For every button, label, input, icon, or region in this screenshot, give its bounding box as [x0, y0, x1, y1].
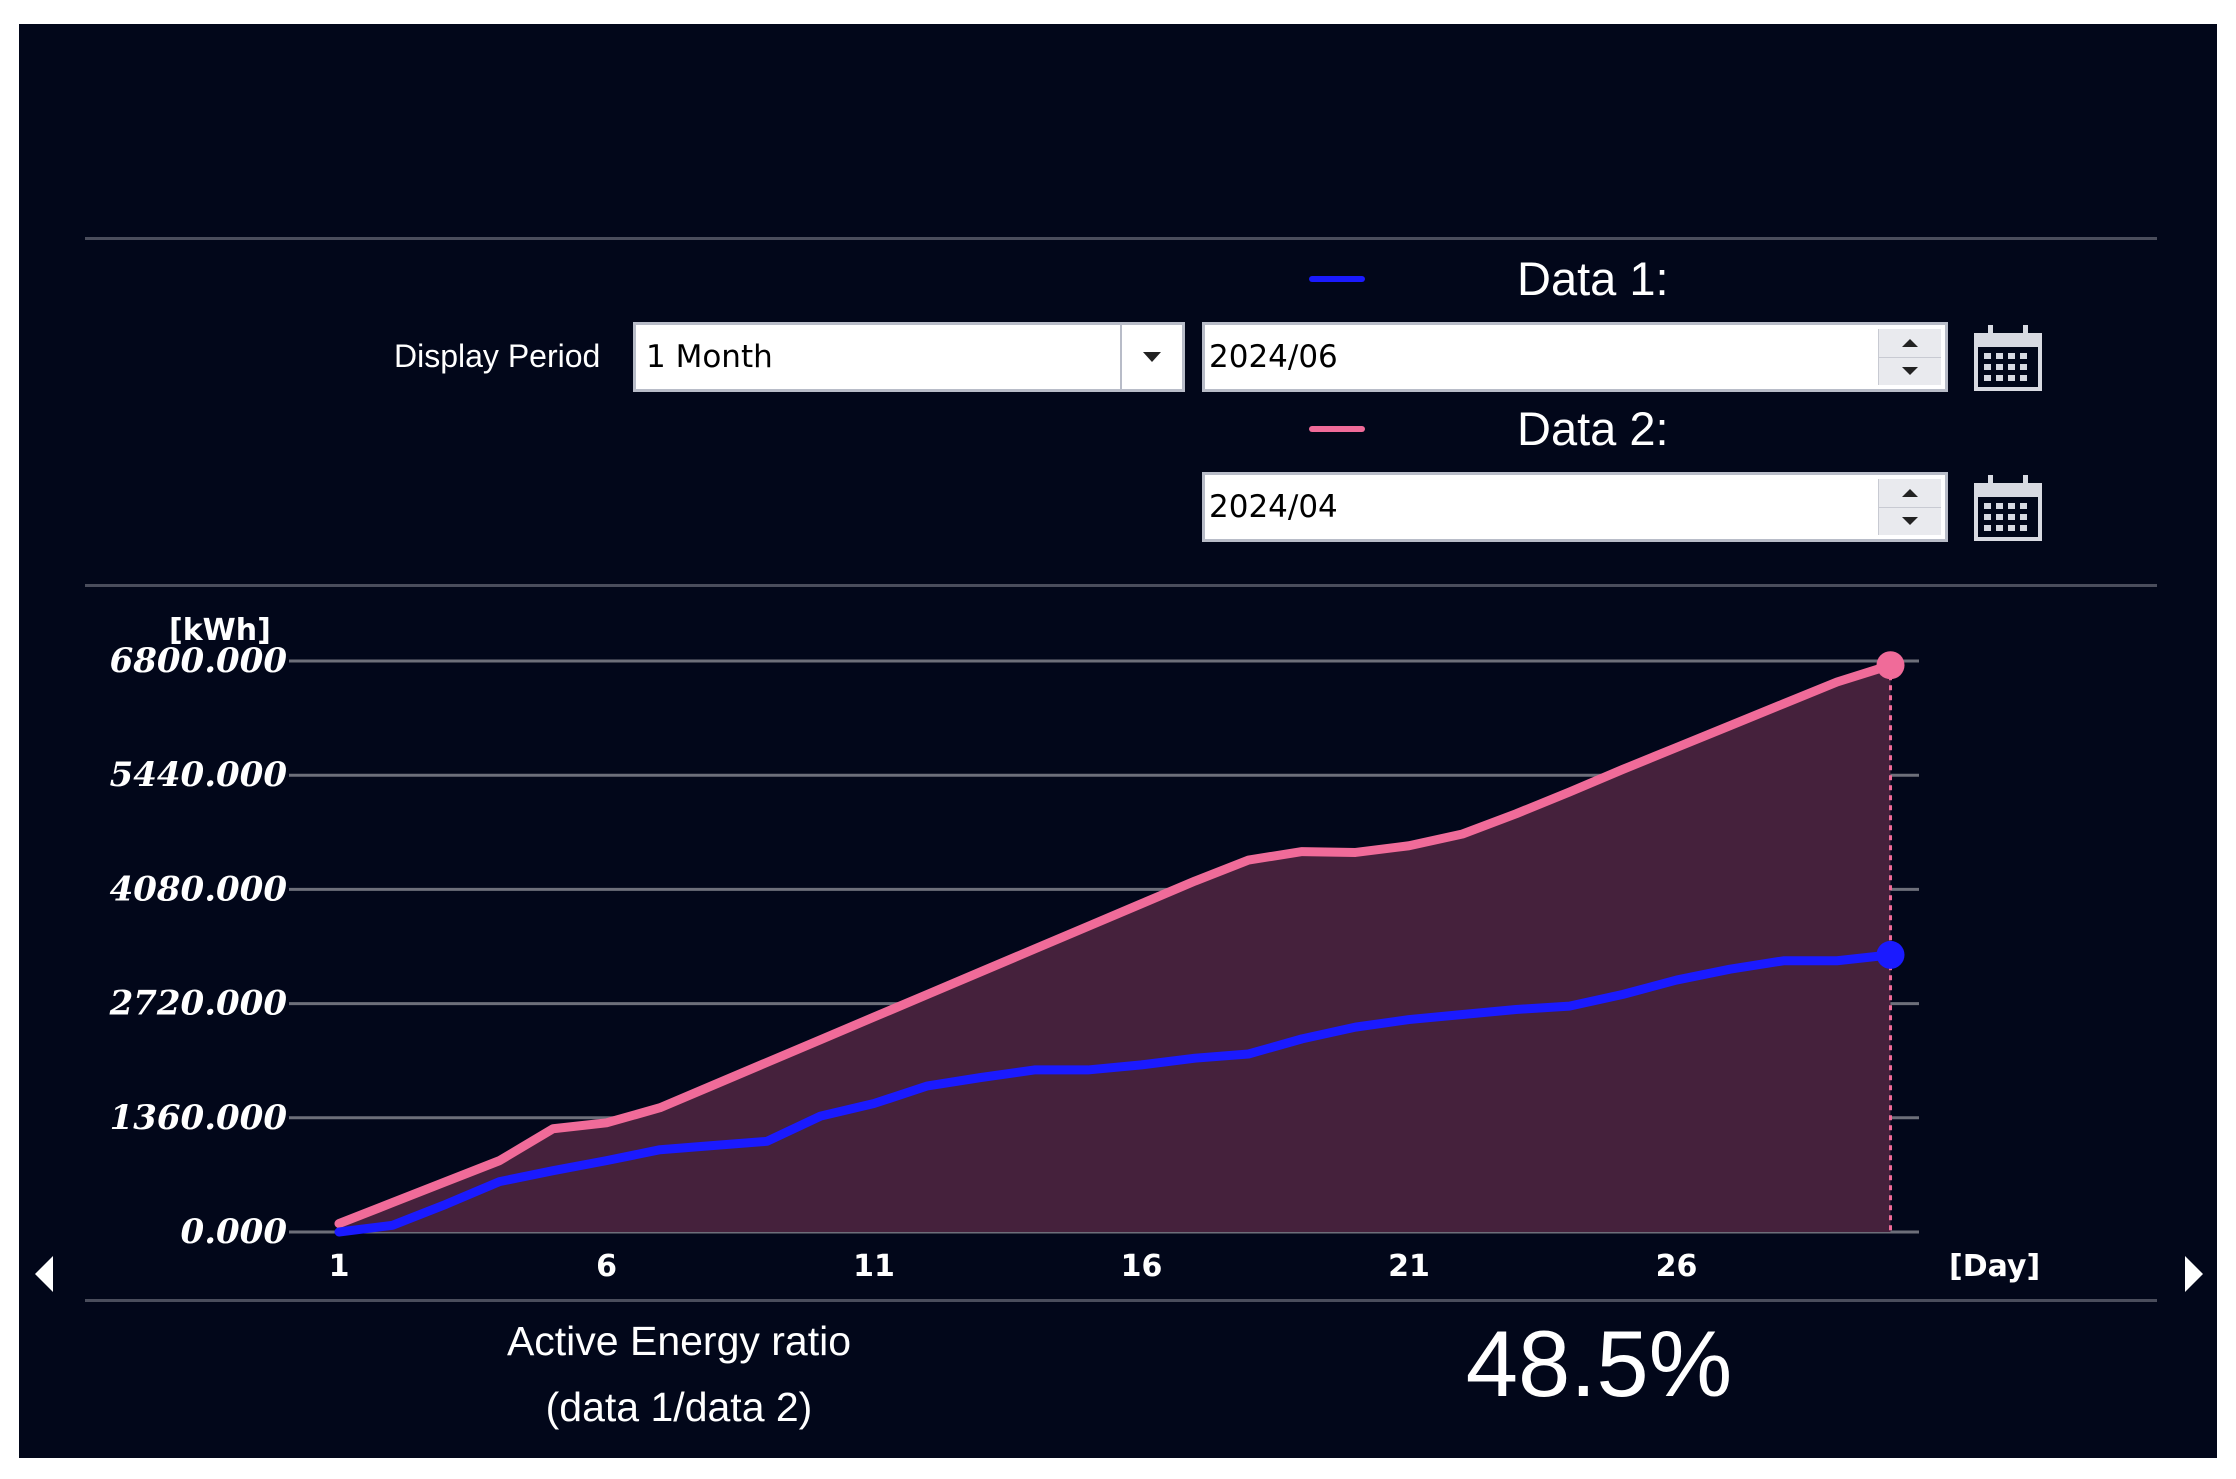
data2-spinner-up-button[interactable] [1879, 479, 1941, 508]
x-tick-label: 6 [596, 1249, 617, 1284]
calendar-icon [1974, 325, 2042, 391]
x-tick-label: 1 [329, 1249, 350, 1284]
data1-spinner-up-button[interactable] [1879, 329, 1941, 358]
spinner-down-icon [1902, 517, 1918, 525]
y-tick-label: 5440.000 [110, 755, 288, 795]
energy-comparison-screen: Data 1: Data 2: Display Period 1 Month 2… [19, 24, 2217, 1458]
spinner-up-icon [1902, 339, 1918, 347]
x-tick-label: 16 [1121, 1249, 1163, 1284]
data1-end-marker [1876, 940, 1905, 969]
data2-date-spinner [1878, 479, 1941, 535]
x-tick-label: 21 [1388, 1249, 1430, 1284]
x-axis-unit-label: [Day] [1949, 1249, 2040, 1284]
data2-area-fill [339, 665, 1891, 1232]
energy-chart: 0.000 1360.000 2720.000 4080.000 5440.000 680… [109, 613, 2041, 1284]
top-divider [85, 237, 2157, 240]
data1-legend-line [1309, 276, 1365, 282]
data1-spinner-down-button[interactable] [1879, 357, 1941, 385]
ratio-label-line1: Active Energy ratio [506, 1318, 852, 1364]
data2-legend-line [1309, 426, 1365, 432]
data1-date-input[interactable]: 2024/06 [1202, 322, 1948, 392]
y-tick-label: 0.000 [181, 1212, 288, 1252]
spinner-up-icon [1902, 489, 1918, 497]
x-tick-label: 11 [853, 1249, 895, 1284]
data1-legend-label: Data 1: [1517, 252, 1669, 305]
data1-date-value: 2024/06 [1209, 339, 1338, 375]
bottom-divider [85, 1299, 2157, 1302]
data2-spinner-down-button[interactable] [1879, 507, 1941, 535]
controls-divider [85, 584, 2157, 587]
triangle-right-icon[interactable] [2185, 1256, 2203, 1292]
data2-end-marker [1876, 651, 1905, 680]
data2-line [334, 660, 1895, 1229]
dropdown-button[interactable] [1120, 325, 1182, 389]
display-period-value: 1 Month [646, 339, 773, 375]
display-period-label: Display Period [394, 338, 601, 374]
y-tick-label: 6800.000 [110, 641, 288, 681]
y-tick-label: 4080.000 [110, 869, 288, 909]
data1-date-spinner [1878, 329, 1941, 385]
y-axis-unit-label: [kWh] [169, 613, 271, 648]
data2-date-value: 2024/04 [1209, 489, 1338, 525]
data2-calendar-button[interactable] [1972, 473, 2044, 543]
display-period-select[interactable]: 1 Month [633, 322, 1185, 392]
data2-date-input[interactable]: 2024/04 [1202, 472, 1948, 542]
chevron-down-icon [1143, 352, 1161, 362]
x-tick-label: 26 [1656, 1249, 1698, 1284]
active-energy-ratio-label: Active Energy ratio (data 1/data 2) [469, 1308, 889, 1440]
data1-line [334, 950, 1895, 1237]
data2-legend-label: Data 2: [1517, 402, 1669, 455]
y-tick-label: 2720.000 [109, 984, 288, 1024]
calendar-icon [1974, 475, 2042, 541]
spinner-down-icon [1902, 367, 1918, 375]
ratio-label-line2: (data 1/data 2) [545, 1384, 813, 1430]
y-tick-label: 1360.000 [110, 1098, 288, 1138]
active-energy-ratio-value: 48.5% [1465, 1311, 1733, 1416]
triangle-left-icon[interactable] [35, 1256, 53, 1292]
data1-calendar-button[interactable] [1972, 323, 2044, 393]
